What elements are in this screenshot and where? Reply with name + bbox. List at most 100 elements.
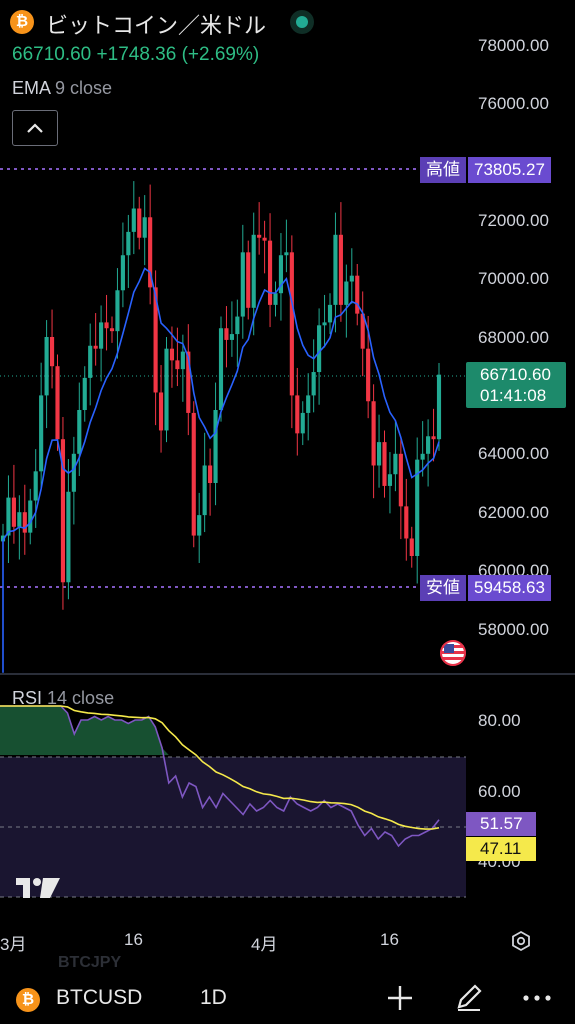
candle-body <box>93 345 98 349</box>
high-tag-value: 73805.27 <box>468 157 551 183</box>
candle-body <box>202 465 207 516</box>
candle-body <box>88 345 93 378</box>
rsi-overbought-fill <box>0 706 169 755</box>
candle-body <box>191 412 196 536</box>
candle-body <box>180 351 185 370</box>
candle-body <box>306 395 311 413</box>
high-tag-label: 高値 <box>420 157 466 183</box>
price-axis-label: 64000.00 <box>478 444 549 463</box>
last-price: 66710.60 <box>12 44 92 65</box>
candle-body <box>66 491 71 583</box>
candle-body <box>17 512 22 527</box>
candle-body <box>393 453 398 475</box>
candle-body <box>60 439 66 583</box>
candle-body <box>284 252 289 256</box>
price-summary: 66710.60 +1748.36 (+2.69%) <box>12 44 259 66</box>
candle-body <box>213 410 218 483</box>
pair-title[interactable]: ビットコイン／米ドル <box>46 13 267 38</box>
candle-body <box>273 293 278 305</box>
candle-body <box>39 395 44 472</box>
us-flag-icon <box>440 640 466 666</box>
market-open-dot-icon[interactable] <box>290 10 314 34</box>
live-price-tag: 66710.60 01:41:08 <box>466 362 566 408</box>
interval-button[interactable]: 1D <box>200 986 227 1009</box>
candle-body <box>6 497 11 536</box>
candle-body <box>158 392 164 431</box>
candle-body <box>186 351 191 413</box>
candle-body <box>115 290 120 332</box>
candle-body <box>415 459 420 556</box>
rsi-line <box>0 705 440 848</box>
candle-body <box>218 328 224 410</box>
price-axis-label: 72000.00 <box>478 211 549 230</box>
candle-body <box>404 506 409 539</box>
candle-body <box>99 322 104 349</box>
us-flag-icon[interactable] <box>440 640 466 666</box>
candle-body <box>355 275 360 314</box>
x-axis-label: 16 <box>124 930 143 949</box>
candle-body <box>153 287 158 393</box>
price-axis-label: 70000.00 <box>478 269 549 288</box>
candle-body <box>77 410 82 454</box>
low-price-tag: 安値 59458.63 <box>420 575 559 601</box>
candle-body <box>376 442 382 466</box>
candle-body <box>420 453 425 460</box>
candle-body <box>71 453 76 492</box>
settings-icon[interactable] <box>510 930 532 952</box>
rsi-params: 14 close <box>47 688 115 708</box>
tradingview-logo-icon <box>16 878 60 898</box>
candle-body <box>267 240 273 305</box>
candle-body <box>398 453 403 507</box>
candle-body <box>224 328 229 340</box>
high-price-tag: 高値 73805.27 <box>420 157 559 183</box>
candles <box>0 181 442 610</box>
bar-countdown: 01:41:08 <box>480 386 547 405</box>
candle-body <box>327 304 333 323</box>
candle-body <box>409 538 414 556</box>
candle-body <box>431 436 436 440</box>
candle-body <box>338 234 343 305</box>
candle-body <box>169 348 175 361</box>
collapse-legend-button[interactable] <box>12 110 58 146</box>
candle-body <box>371 401 376 466</box>
price-axis-label: 58000.00 <box>478 620 549 639</box>
plus-icon[interactable] <box>386 984 414 1012</box>
candle-body <box>311 372 316 396</box>
candle-body <box>295 395 300 434</box>
candle-body <box>317 325 322 373</box>
price-axis-label: 78000.00 <box>478 36 549 55</box>
price-chart[interactable] <box>0 0 470 673</box>
x-axis-label: 16 <box>380 930 399 949</box>
price-axis-label: 62000.00 <box>478 503 549 522</box>
rsi-name: RSI <box>12 688 43 708</box>
symbol-button[interactable]: BTCUSD <box>56 986 143 1009</box>
candle-body <box>257 234 262 238</box>
rsi-chart[interactable] <box>0 675 470 920</box>
candle-body <box>251 234 256 308</box>
pane-divider[interactable] <box>0 673 575 675</box>
candle-body <box>142 217 147 238</box>
candle-body <box>426 436 431 454</box>
candle-body <box>240 252 245 317</box>
candle-body <box>126 231 131 256</box>
candle-body <box>104 322 109 329</box>
candle-body <box>246 252 251 308</box>
candle-body <box>164 348 169 431</box>
pen-icon[interactable] <box>454 982 484 1012</box>
ema-legend[interactable]: EMA 9 close <box>12 78 112 99</box>
candle-body <box>49 337 55 367</box>
candle-body <box>436 374 442 440</box>
rsi-axis-label: 60.00 <box>478 782 521 801</box>
candle-body <box>109 328 115 332</box>
candle-body <box>55 366 60 440</box>
price-change-percent: (+2.69%) <box>181 44 260 65</box>
rsi-legend[interactable]: RSI 14 close <box>12 688 114 709</box>
candle-body <box>175 360 180 370</box>
candle-body <box>11 497 16 527</box>
bitcoin-icon: ₿ <box>10 10 34 34</box>
compare-symbol-ghost: BTCJPY <box>58 954 122 971</box>
rsi-ma-value-tag: 47.11 <box>466 837 536 861</box>
bitcoin-icon[interactable]: ₿ <box>16 988 40 1012</box>
candle-body <box>322 322 327 326</box>
more-dots-icon[interactable] <box>522 994 552 1002</box>
